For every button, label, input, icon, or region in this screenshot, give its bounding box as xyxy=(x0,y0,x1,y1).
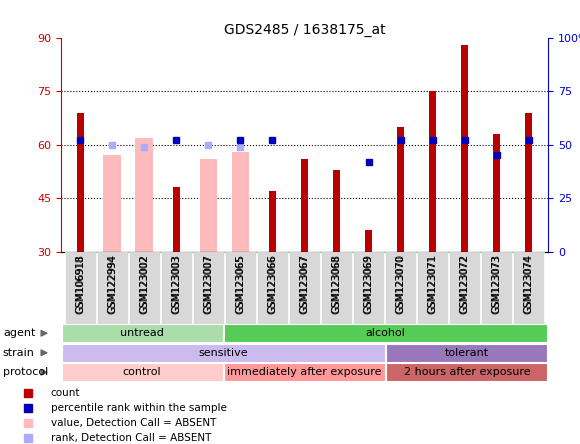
Text: GSM123074: GSM123074 xyxy=(524,255,534,314)
Text: percentile rank within the sample: percentile rank within the sample xyxy=(50,403,226,413)
Text: control: control xyxy=(123,367,161,377)
Text: rank, Detection Call = ABSENT: rank, Detection Call = ABSENT xyxy=(50,433,211,443)
Text: GSM123003: GSM123003 xyxy=(171,254,182,313)
Bar xyxy=(231,152,249,251)
Text: GSM122994: GSM122994 xyxy=(107,255,117,314)
Text: GSM106918: GSM106918 xyxy=(75,255,85,314)
Text: GSM106918: GSM106918 xyxy=(75,254,85,313)
Text: GSM123002: GSM123002 xyxy=(139,254,149,313)
FancyBboxPatch shape xyxy=(224,324,548,342)
Text: value, Detection Call = ABSENT: value, Detection Call = ABSENT xyxy=(50,418,216,428)
Text: GSM123067: GSM123067 xyxy=(299,255,310,314)
Bar xyxy=(365,230,372,251)
Bar xyxy=(429,91,436,251)
Bar xyxy=(173,187,180,251)
Text: alcohol: alcohol xyxy=(366,328,405,338)
FancyBboxPatch shape xyxy=(129,251,160,324)
Bar xyxy=(269,191,276,251)
Text: protocol: protocol xyxy=(3,367,48,377)
Text: GSM123073: GSM123073 xyxy=(492,254,502,313)
Text: GSM123068: GSM123068 xyxy=(332,254,342,313)
Text: GSM123074: GSM123074 xyxy=(524,254,534,313)
FancyBboxPatch shape xyxy=(193,251,224,324)
Text: GSM123066: GSM123066 xyxy=(267,255,277,314)
Text: GSM123068: GSM123068 xyxy=(332,255,342,314)
Bar xyxy=(301,159,308,251)
FancyBboxPatch shape xyxy=(224,363,385,381)
FancyBboxPatch shape xyxy=(65,251,96,324)
Text: GSM123071: GSM123071 xyxy=(427,254,438,313)
Title: GDS2485 / 1638175_at: GDS2485 / 1638175_at xyxy=(224,23,385,37)
Text: GSM123072: GSM123072 xyxy=(460,254,470,313)
Text: 2 hours after exposure: 2 hours after exposure xyxy=(404,367,530,377)
Bar xyxy=(333,170,340,251)
Bar xyxy=(135,138,153,251)
Bar xyxy=(200,159,217,251)
Text: GSM123066: GSM123066 xyxy=(267,254,277,313)
FancyBboxPatch shape xyxy=(481,251,512,324)
Text: untread: untread xyxy=(120,328,164,338)
FancyBboxPatch shape xyxy=(289,251,320,324)
Text: GSM123002: GSM123002 xyxy=(139,255,149,314)
FancyBboxPatch shape xyxy=(385,251,416,324)
Text: GSM123007: GSM123007 xyxy=(204,254,213,313)
Text: immediately after exposure: immediately after exposure xyxy=(227,367,382,377)
FancyBboxPatch shape xyxy=(386,363,548,381)
FancyBboxPatch shape xyxy=(418,251,448,324)
Text: GSM123070: GSM123070 xyxy=(396,254,405,313)
Text: GSM123065: GSM123065 xyxy=(235,254,245,313)
Text: sensitive: sensitive xyxy=(198,348,248,358)
FancyBboxPatch shape xyxy=(353,251,384,324)
Bar xyxy=(77,113,84,251)
FancyBboxPatch shape xyxy=(513,251,544,324)
Bar xyxy=(494,134,501,251)
Text: tolerant: tolerant xyxy=(445,348,489,358)
FancyBboxPatch shape xyxy=(257,251,288,324)
FancyBboxPatch shape xyxy=(225,251,256,324)
FancyBboxPatch shape xyxy=(61,344,385,362)
FancyBboxPatch shape xyxy=(61,324,223,342)
Text: GSM123073: GSM123073 xyxy=(492,255,502,314)
Bar xyxy=(525,113,532,251)
Bar xyxy=(103,155,121,251)
Text: agent: agent xyxy=(3,328,35,338)
FancyBboxPatch shape xyxy=(450,251,480,324)
FancyBboxPatch shape xyxy=(97,251,128,324)
Text: GSM123069: GSM123069 xyxy=(364,254,374,313)
FancyBboxPatch shape xyxy=(61,363,223,381)
Text: GSM123067: GSM123067 xyxy=(299,254,310,313)
Text: GSM123007: GSM123007 xyxy=(204,255,213,314)
Text: GSM122994: GSM122994 xyxy=(107,254,117,313)
Text: GSM123072: GSM123072 xyxy=(460,255,470,314)
Text: GSM123070: GSM123070 xyxy=(396,255,405,314)
Text: GSM123003: GSM123003 xyxy=(171,255,182,314)
FancyBboxPatch shape xyxy=(386,344,548,362)
Bar xyxy=(397,127,404,251)
FancyBboxPatch shape xyxy=(161,251,191,324)
FancyBboxPatch shape xyxy=(321,251,352,324)
Text: GSM123071: GSM123071 xyxy=(427,255,438,314)
Text: GSM123065: GSM123065 xyxy=(235,255,245,314)
Bar xyxy=(461,45,468,251)
Text: count: count xyxy=(50,388,80,398)
Text: strain: strain xyxy=(3,348,35,358)
Text: GSM123069: GSM123069 xyxy=(364,255,374,314)
